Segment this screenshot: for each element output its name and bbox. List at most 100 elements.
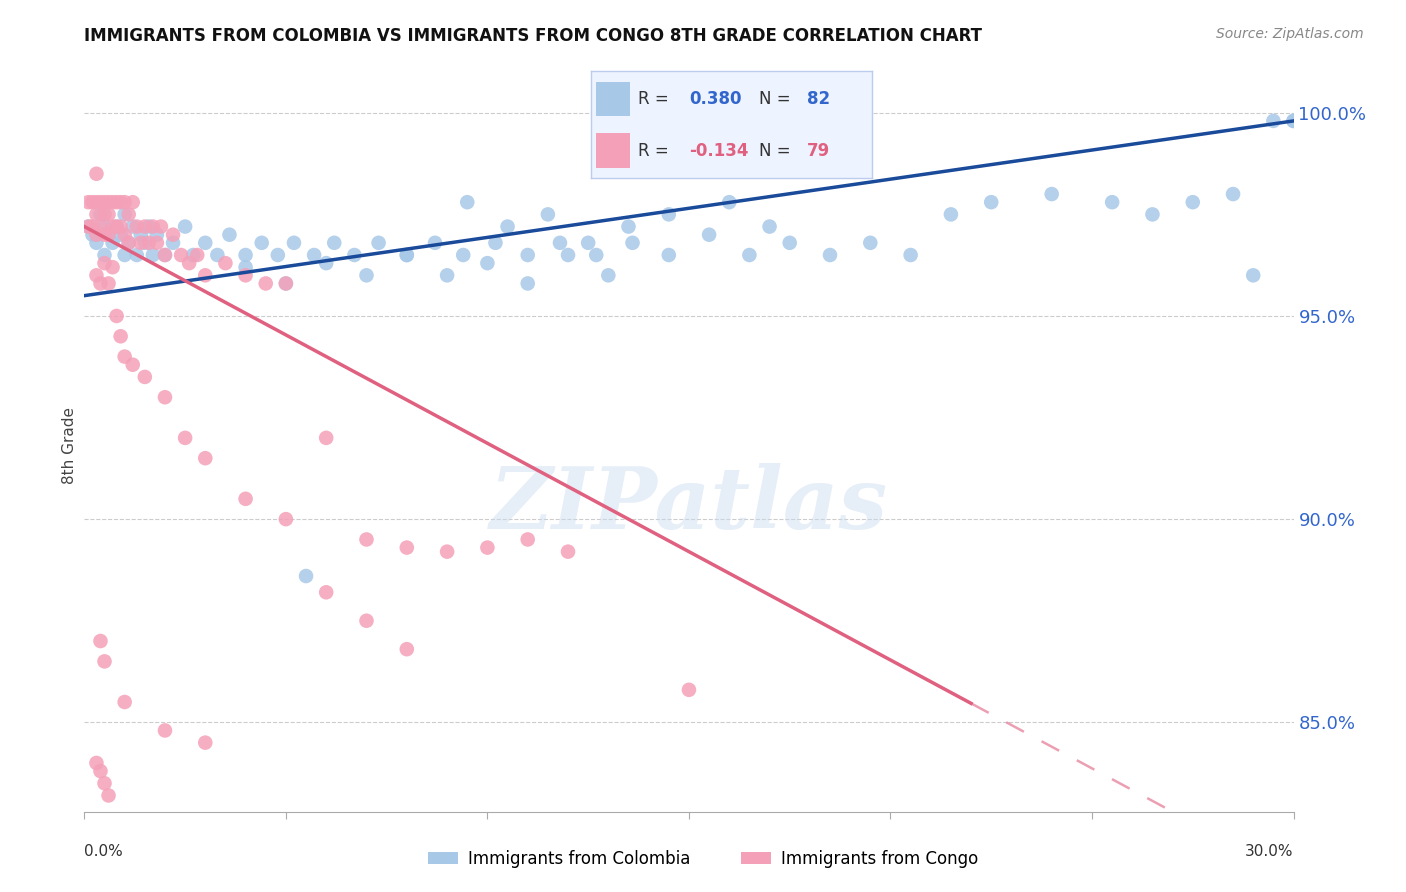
Point [585, 248, 607, 262]
Point [138, 219, 160, 234]
Point [179, 256, 201, 270]
Point [302, 248, 325, 262]
Point [758, 219, 780, 234]
Point [93, 227, 115, 242]
Point [214, 256, 236, 270]
Point [142, 248, 165, 262]
Point [254, 277, 277, 291]
Point [477, 541, 499, 555]
Point [129, 227, 152, 242]
Point [97, 207, 120, 221]
Point [146, 235, 169, 250]
Point [537, 207, 560, 221]
Point [82, 195, 104, 210]
Point [121, 195, 143, 210]
Point [129, 235, 152, 250]
Bar [596, 82, 630, 116]
Point [82, 227, 104, 242]
Point [114, 695, 136, 709]
Point [484, 235, 506, 250]
Point [718, 195, 741, 210]
Point [859, 235, 882, 250]
Point [101, 195, 124, 210]
Point [174, 431, 197, 445]
Point [105, 219, 128, 234]
Point [557, 544, 579, 558]
Point [89, 195, 111, 210]
Point [89, 277, 111, 291]
Point [110, 195, 132, 210]
Point [395, 248, 418, 262]
Point [250, 235, 273, 250]
Point [1040, 187, 1063, 202]
Point [105, 309, 128, 323]
Point [395, 248, 418, 262]
Point [557, 248, 579, 262]
Point [1142, 207, 1164, 221]
Point [110, 219, 132, 234]
Text: ZIPatlas: ZIPatlas [489, 463, 889, 546]
Point [89, 634, 111, 648]
Text: Source: ZipAtlas.com: Source: ZipAtlas.com [1216, 27, 1364, 41]
Point [436, 268, 458, 283]
Text: -0.134: -0.134 [689, 142, 748, 160]
Point [456, 195, 478, 210]
Point [617, 219, 640, 234]
Point [89, 764, 111, 778]
Point [621, 235, 644, 250]
Point [105, 195, 128, 210]
Point [93, 207, 115, 221]
Point [395, 642, 418, 657]
Point [101, 219, 124, 234]
Point [194, 268, 217, 283]
Point [451, 248, 474, 262]
Point [118, 207, 141, 221]
Point [86, 756, 108, 770]
Point [423, 235, 446, 250]
Point [89, 219, 111, 234]
Point [174, 219, 197, 234]
Point [125, 219, 148, 234]
Point [114, 227, 136, 242]
Point [101, 260, 124, 275]
Point [114, 350, 136, 364]
Point [1263, 114, 1285, 128]
Point [980, 195, 1002, 210]
Point [86, 268, 108, 283]
Point [818, 248, 841, 262]
Point [343, 248, 366, 262]
Point [118, 235, 141, 250]
Point [598, 268, 620, 283]
Point [153, 248, 176, 262]
Point [283, 235, 305, 250]
Point [779, 235, 801, 250]
Point [105, 219, 128, 234]
Point [134, 370, 156, 384]
Point [162, 235, 184, 250]
Text: R =: R = [638, 90, 675, 108]
Point [93, 776, 115, 790]
Point [93, 256, 115, 270]
Point [658, 207, 681, 221]
Point [356, 268, 378, 283]
Point [738, 248, 761, 262]
Point [93, 219, 115, 234]
Point [125, 248, 148, 262]
Point [194, 451, 217, 466]
Point [93, 654, 115, 668]
Point [97, 195, 120, 210]
Point [170, 248, 193, 262]
Point [516, 277, 538, 291]
Point [356, 533, 378, 547]
Point [138, 235, 160, 250]
Point [576, 235, 599, 250]
Point [395, 541, 418, 555]
Point [82, 219, 104, 234]
Point [97, 277, 120, 291]
Text: 0.380: 0.380 [689, 90, 741, 108]
Point [86, 235, 108, 250]
Point [235, 248, 257, 262]
Point [274, 512, 297, 526]
Point [101, 235, 124, 250]
Point [86, 167, 108, 181]
